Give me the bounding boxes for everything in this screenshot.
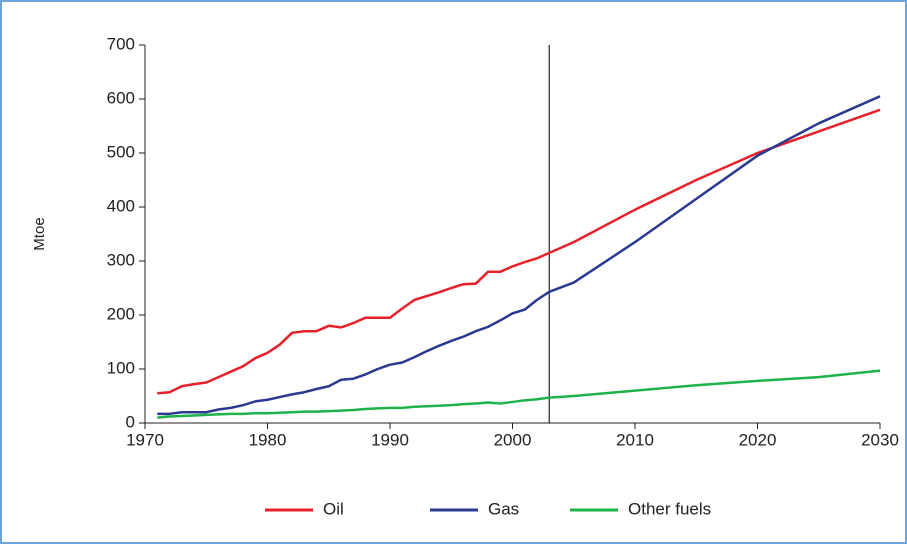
x-tick-label: 2030 bbox=[861, 430, 899, 449]
y-tick-label: 700 bbox=[107, 34, 135, 53]
x-tick-label: 1970 bbox=[126, 430, 164, 449]
y-axis-label: Mtoe bbox=[31, 217, 48, 250]
x-tick-label: 2010 bbox=[616, 430, 654, 449]
y-tick-label: 200 bbox=[107, 304, 135, 323]
x-tick-label: 1990 bbox=[371, 430, 409, 449]
legend-label: Oil bbox=[323, 499, 344, 518]
x-tick-label: 2020 bbox=[739, 430, 777, 449]
legend-label: Other fuels bbox=[628, 499, 711, 518]
y-tick-label: 100 bbox=[107, 358, 135, 377]
series-line bbox=[157, 108, 881, 395]
series-line bbox=[157, 95, 881, 416]
y-tick-label: 0 bbox=[126, 412, 135, 431]
legend-label: Gas bbox=[488, 499, 519, 518]
y-tick-label: 600 bbox=[107, 88, 135, 107]
y-tick-label: 400 bbox=[107, 196, 135, 215]
x-tick-label: 1980 bbox=[249, 430, 287, 449]
series-line bbox=[157, 369, 881, 419]
x-tick-label: 2000 bbox=[494, 430, 532, 449]
y-tick-label: 500 bbox=[107, 142, 135, 161]
y-tick-label: 300 bbox=[107, 250, 135, 269]
